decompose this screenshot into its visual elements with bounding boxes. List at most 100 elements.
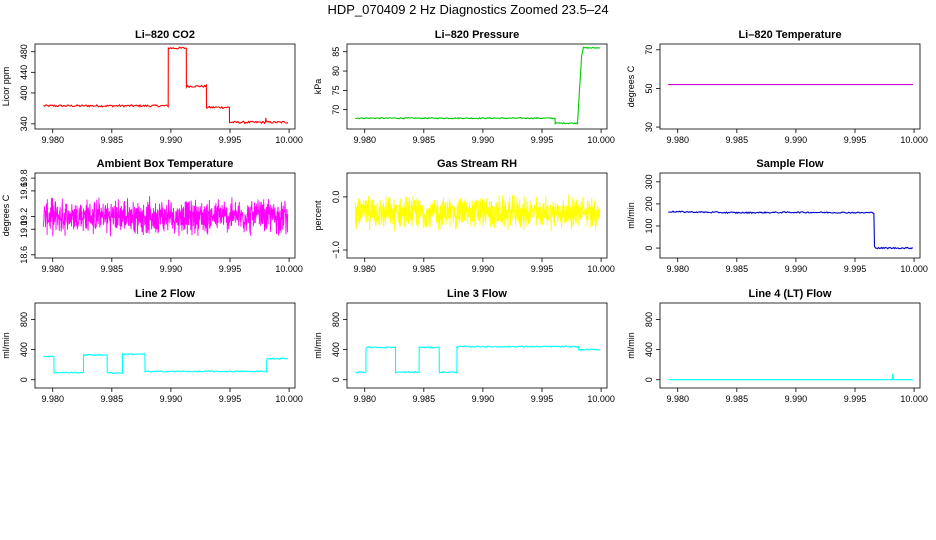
x-tick-label: 9.990 [785,135,808,145]
series-line [42,46,289,125]
x-tick-label: 9.980 [41,264,64,274]
x-tick-label: 10.000 [587,135,615,145]
plot-frame [346,172,608,259]
y-axis-label: ml/min [626,202,636,229]
x-tick-label: 9.980 [353,264,376,274]
x-tick-label: 9.995 [844,394,867,404]
y-tick-label: 100 [644,218,654,233]
x-tick-label: 10.000 [275,394,303,404]
series-line [668,210,914,250]
x-tick-label: 9.980 [666,394,689,404]
panel-8: Line 3 Flow ml/min 9.980 9.985 9.990 9.995 10.… [313,288,615,404]
x-tick-label: 9.995 [844,135,867,145]
x-tick-label: 9.995 [531,264,554,274]
x-tick-label: 10.000 [275,135,303,145]
y-tick-label: 18.6 [19,246,29,264]
x-tick-label: 9.985 [413,264,436,274]
x-tick-label: 9.985 [101,394,124,404]
series-line [668,373,913,381]
plot-title: Line 3 Flow [447,288,507,300]
y-tick-label: 800 [644,312,654,327]
x-tick-label: 9.995 [219,135,242,145]
y-tick-label: 400 [331,342,341,357]
plot-title: Ambient Box Temperature [97,158,234,170]
x-tick-label: 9.990 [472,394,495,404]
series-line [355,345,601,374]
y-tick-label: 300 [644,174,654,189]
x-tick-label: 9.980 [666,264,689,274]
plot-title: Li–820 CO2 [135,29,195,41]
y-tick-label: 19.6 [19,182,29,200]
x-tick-label: 10.000 [900,394,928,404]
y-axis-label: Licor ppm [1,67,11,107]
y-axis-label: kPa [313,79,323,95]
series-line [354,194,601,232]
x-tick-label: 9.980 [353,135,376,145]
x-tick-label: 9.985 [101,135,124,145]
x-tick-label: 10.000 [900,135,928,145]
panel-9: Line 4 (LT) Flow ml/min 9.980 9.985 9.990 9.9… [626,288,928,404]
plot-frame [34,302,296,389]
panel-5: Gas Stream RH percent 9.980 9.985 9.990 9.995… [313,158,615,274]
plot-frame [346,302,608,389]
y-tick-label: 70 [644,45,654,55]
series-line [43,352,289,375]
y-tick-label: 0 [331,377,341,382]
plot-frame [659,172,921,259]
y-tick-label: 800 [331,312,341,327]
plot-frame [346,43,608,130]
y-tick-label: 400 [644,342,654,357]
y-tick-label: 400 [19,342,29,357]
x-tick-label: 9.985 [726,394,749,404]
x-tick-label: 9.990 [160,264,183,274]
y-axis-label: ml/min [626,332,636,359]
x-tick-label: 9.990 [785,394,808,404]
y-tick-label: 19.0 [19,220,29,238]
y-tick-label: 400 [19,85,29,100]
y-tick-label: 0 [644,246,654,251]
x-tick-label: 9.990 [785,264,808,274]
y-tick-label: 0.0 [331,191,341,204]
x-tick-label: 9.985 [101,264,124,274]
x-tick-label: 9.985 [726,135,749,145]
x-tick-label: 10.000 [900,264,928,274]
y-tick-label: 75 [331,85,341,95]
y-axis-label: ml/min [313,332,323,359]
y-tick-label: −1.0 [331,241,341,259]
x-tick-label: 9.980 [353,394,376,404]
series-line [42,196,289,237]
x-tick-label: 9.995 [531,394,554,404]
panel-4: Ambient Box Temperature degrees C 9.980 9.9… [1,158,303,274]
panel-1: Li–820 CO2 Licor ppm 9.980 9.985 9.990 9.995 1… [1,29,303,145]
panel-2: Li–820 Pressure kPa 9.980 9.985 9.990 9.995 10… [313,29,615,145]
figure-title: HDP_070409 2 Hz Diagnostics Zoomed 23.5–… [327,2,609,17]
x-tick-label: 9.985 [413,394,436,404]
x-tick-label: 9.995 [844,264,867,274]
plot-frame [659,302,921,389]
y-axis-label: degrees C [626,65,636,107]
y-tick-label: 80 [331,66,341,76]
plot-title: Li–820 Pressure [435,29,519,41]
y-axis-label: percent [313,200,323,231]
x-tick-label: 9.980 [41,135,64,145]
plot-frame [34,172,296,259]
y-tick-label: 0 [644,377,654,382]
y-tick-label: 200 [644,196,654,211]
y-tick-label: 440 [19,65,29,80]
plot-title: Line 4 (LT) Flow [749,288,832,300]
plot-title: Sample Flow [756,158,824,170]
plot-frame [659,43,921,130]
y-tick-label: 70 [331,105,341,115]
x-tick-label: 10.000 [587,394,615,404]
panel-7: Line 2 Flow ml/min 9.980 9.985 9.990 9.995 10.… [1,288,303,404]
x-tick-label: 9.995 [219,264,242,274]
y-tick-label: 340 [19,116,29,131]
y-tick-label: 30 [644,122,654,132]
x-tick-label: 9.990 [160,135,183,145]
x-tick-label: 9.995 [219,394,242,404]
x-tick-label: 9.990 [472,264,495,274]
y-tick-label: 50 [644,83,654,93]
x-tick-label: 9.995 [531,135,554,145]
